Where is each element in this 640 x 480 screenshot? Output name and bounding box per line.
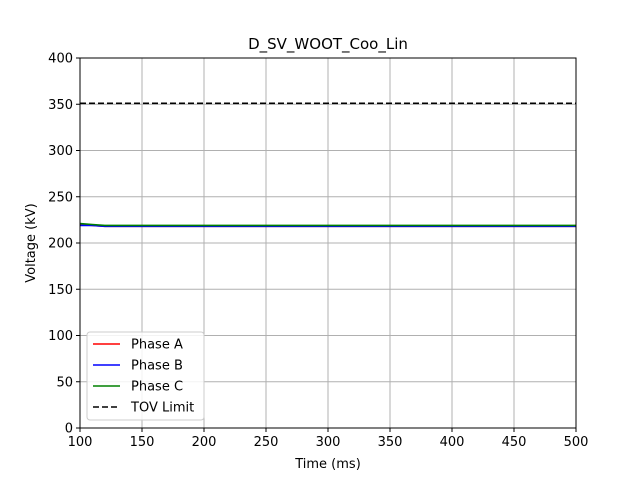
y-tick-label: 50 [56,375,73,390]
x-tick-label: 100 [68,435,93,450]
series-line-phase-b [80,224,576,228]
x-tick-label: 500 [564,435,589,450]
y-tick-label: 100 [48,329,73,344]
y-tick-label: 350 [48,98,73,113]
y-tick-label: 300 [48,144,73,159]
legend-label: Phase A [131,338,183,353]
y-tick-label: 400 [48,52,73,67]
legend: Phase A Phase B Phase C TOV Limit [86,331,205,421]
series-line-phase-c [79,222,576,227]
legend-box [86,331,205,421]
x-axis-ticks: 100 150 200 250 300 350 400 450 500 [68,428,589,450]
legend-label: TOV Limit [130,401,194,416]
chart-title: D_SV_WOOT_Coo_Lin [248,35,408,54]
y-axis-label: Voltage (kV) [24,203,39,282]
legend-label: Phase C [131,380,183,395]
x-tick-label: 350 [378,435,403,450]
x-tick-label: 450 [502,435,527,450]
grid-lines [79,57,577,429]
series-layer [79,102,576,228]
y-axis-ticks: 0 50 100 150 200 250 300 350 400 [48,52,80,437]
y-tick-label: 250 [48,190,73,205]
x-tick-label: 250 [254,435,279,450]
x-tick-label: 300 [316,435,341,450]
y-tick-label: 0 [65,422,73,437]
y-tick-label: 200 [48,237,73,252]
y-tick-label: 150 [48,283,73,298]
legend-label: Phase B [131,359,183,374]
x-tick-label: 150 [130,435,155,450]
x-tick-label: 200 [192,435,217,450]
x-tick-label: 400 [440,435,465,450]
x-axis-label: Time (ms) [294,457,361,472]
